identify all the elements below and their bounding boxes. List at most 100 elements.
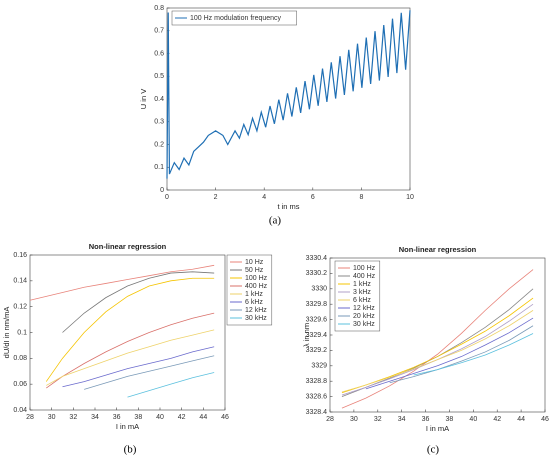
x-tick-label: 40 — [156, 414, 164, 421]
y-tick-label: 0.14 — [13, 278, 27, 285]
y-tick-label: 3329 — [311, 363, 327, 370]
x-tick-label: 32 — [374, 416, 382, 423]
x-tick-label: 34 — [91, 414, 99, 421]
legend-label: 100 Hz modulation frequency — [190, 15, 282, 22]
data-line — [413, 333, 534, 376]
data-line — [46, 329, 215, 386]
legend-box — [226, 254, 273, 326]
y-tick-label: 0.04 — [13, 407, 27, 414]
x-tick-label: 0 — [165, 194, 169, 201]
x-tick-label: 46 — [541, 416, 549, 423]
x-tick-label: 36 — [113, 414, 121, 421]
x-tick-label: 28 — [26, 414, 34, 421]
y-tick-label: 0.2 — [154, 141, 164, 148]
x-axis-label: I in mA — [426, 424, 449, 433]
data-line — [365, 317, 534, 390]
y-tick-label: 3329.2 — [306, 347, 328, 354]
x-tick-label: 34 — [398, 416, 406, 423]
x-tick-label: 44 — [199, 414, 207, 421]
y-axis-label: λ in nm — [302, 323, 311, 347]
y-tick-label: 0.8 — [154, 5, 164, 12]
legend-label: 400 Hz — [245, 283, 268, 290]
y-tick-label: 0.06 — [13, 381, 27, 388]
y-tick-label: 0.3 — [154, 119, 164, 126]
data-line — [46, 312, 215, 389]
chart-title: Non-linear regression — [399, 245, 477, 254]
y-tick-label: 3330 — [311, 286, 327, 293]
x-axis-label: t in ms — [277, 202, 299, 211]
x-tick-label: 42 — [178, 414, 186, 421]
x-tick-label: 2 — [214, 194, 218, 201]
y-tick-label: 3329.8 — [306, 301, 328, 308]
legend-label: 400 Hz — [353, 273, 376, 280]
x-tick-label: 36 — [422, 416, 430, 423]
x-tick-label: 38 — [446, 416, 454, 423]
chart-title: Non-linear regression — [89, 242, 167, 251]
y-tick-label: 3330.4 — [306, 255, 328, 262]
y-tick-label: 3328.4 — [306, 409, 328, 416]
legend-label: 100 Hz — [353, 265, 376, 272]
legend-label: 20 kHz — [353, 313, 375, 320]
legend-label: 6 kHz — [245, 299, 263, 306]
x-axis-label: I in mA — [116, 422, 139, 431]
data-line — [127, 372, 215, 398]
legend-label: 3 kHz — [353, 289, 371, 296]
x-tick-label: 8 — [359, 194, 363, 201]
legend-label: 100 Hz — [245, 275, 268, 282]
x-tick-label: 30 — [48, 414, 56, 421]
y-tick-label: 0.7 — [154, 28, 164, 35]
legend-box — [334, 260, 381, 332]
x-tick-label: 44 — [517, 416, 525, 423]
y-tick-label: 3330.2 — [306, 270, 328, 277]
legend-label: 12 kHz — [245, 307, 267, 314]
x-tick-label: 32 — [69, 414, 77, 421]
y-axis-label: U in V — [139, 89, 148, 109]
x-tick-label: 30 — [350, 416, 358, 423]
y-tick-label: 0.6 — [154, 50, 164, 57]
legend-label: 1 kHz — [245, 291, 263, 298]
y-tick-label: 0 — [160, 187, 164, 194]
data-line — [389, 325, 534, 384]
x-tick-label: 42 — [493, 416, 501, 423]
x-tick-label: 4 — [262, 194, 266, 201]
y-tick-label: 0.4 — [154, 96, 164, 103]
legend-label: 1 kHz — [353, 281, 371, 288]
y-axis-label: dU/dI in nm/mA — [2, 307, 11, 359]
y-tick-label: 0.5 — [154, 73, 164, 80]
data-line — [62, 271, 215, 333]
y-tick-label: 3329.4 — [306, 332, 328, 339]
x-tick-label: 28 — [326, 416, 334, 423]
y-tick-label: 0.12 — [13, 304, 27, 311]
x-tick-label: 10 — [406, 194, 414, 201]
legend-label: 50 Hz — [245, 267, 264, 274]
data-line — [84, 355, 215, 390]
legend-label: 6 kHz — [353, 297, 371, 304]
caption: (b) — [124, 444, 137, 456]
y-tick-label: 0.1 — [154, 164, 164, 171]
caption: (a) — [269, 215, 282, 227]
data-line — [29, 264, 215, 301]
y-tick-label: 3328.6 — [306, 393, 328, 400]
data-line — [341, 269, 534, 409]
data-line — [62, 346, 215, 388]
y-tick-label: 3329.6 — [306, 316, 328, 323]
x-tick-label: 38 — [134, 414, 142, 421]
data-line — [166, 10, 411, 179]
x-tick-label: 40 — [469, 416, 477, 423]
caption: (c) — [427, 444, 440, 456]
y-tick-label: 0.08 — [13, 355, 27, 362]
legend-label: 10 Hz — [245, 259, 264, 266]
data-line — [45, 277, 215, 382]
y-tick-label: 0.1 — [17, 329, 27, 336]
legend-box — [171, 10, 297, 26]
x-tick-label: 46 — [221, 414, 229, 421]
legend-label: 30 kHz — [245, 315, 267, 322]
x-tick-label: 6 — [311, 194, 315, 201]
y-tick-label: 3328.8 — [306, 378, 328, 385]
y-tick-label: 0.16 — [13, 252, 27, 259]
legend-label: 12 kHz — [353, 305, 375, 312]
data-line — [341, 310, 534, 393]
legend-label: 30 kHz — [353, 321, 375, 328]
